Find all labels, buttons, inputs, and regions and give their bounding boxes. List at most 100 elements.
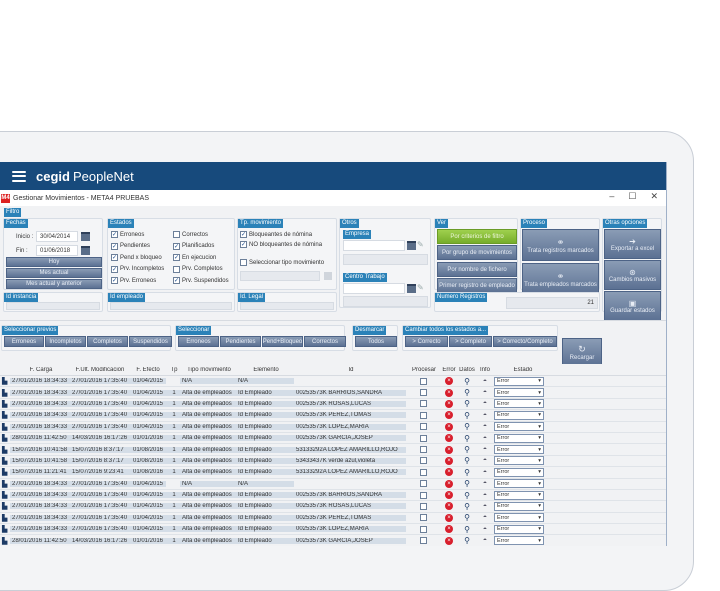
centro-trabajo-input[interactable] (343, 283, 405, 294)
procesar-checkbox[interactable] (419, 434, 427, 442)
estado-checkbox[interactable]: ✓ Pend x bloqueo (111, 254, 162, 261)
procesar-checkbox[interactable] (419, 514, 427, 522)
id-instancia-input[interactable] (6, 302, 100, 310)
error-icon[interactable]: × (445, 502, 453, 511)
search-icon[interactable]: ⚲ (464, 445, 470, 455)
error-icon[interactable]: × (445, 456, 453, 465)
procesar-checkbox[interactable] (419, 400, 427, 408)
error-icon[interactable]: × (445, 411, 453, 420)
estado-checkbox[interactable]: ✓ Erroneos (111, 231, 145, 238)
por-nombre-fichero-button[interactable]: Por nombre de fichero (437, 262, 517, 277)
estado-dropdown[interactable]: Error ▾ (494, 376, 544, 386)
search-icon[interactable]: ⚲ (464, 388, 470, 398)
column-header[interactable]: F. Efecto (136, 366, 160, 373)
toolbar-button[interactable]: Pend+Bloqueo (262, 336, 303, 347)
table-row[interactable]: ▙ 27/01/2016 18:34:33 27/01/2016 17:35:40 0… (0, 399, 666, 411)
tipo-movimiento-field[interactable] (240, 271, 320, 281)
procesar-checkbox[interactable] (419, 389, 427, 397)
estado-checkbox[interactable]: Prv. Completos (173, 265, 223, 273)
inicio-date-field[interactable]: 30/04/2014 (36, 231, 78, 242)
column-header[interactable]: Info (479, 366, 490, 373)
table-row[interactable]: ▙ 27/01/2016 18:34:33 27/01/2016 17:35:40 0… (0, 376, 666, 388)
column-header[interactable]: Error (442, 366, 456, 373)
guardar-estados-button[interactable]: ▣ Guardar estados (604, 291, 661, 321)
column-header[interactable]: F. Carga (29, 366, 53, 373)
error-icon[interactable]: × (445, 422, 453, 431)
close-icon[interactable]: ✕ (650, 191, 658, 201)
table-row[interactable]: ▙ 27/01/2016 18:34:33 27/01/2016 17:35:40 0… (0, 501, 666, 513)
search-icon[interactable]: ⚲ (464, 422, 470, 432)
estado-dropdown[interactable]: Error ▾ (494, 456, 544, 466)
toolbar-button[interactable]: Correctos (304, 336, 346, 347)
calendar-icon[interactable] (81, 232, 90, 241)
procesar-checkbox[interactable] (419, 491, 427, 499)
toolbar-button[interactable]: Pendientes (220, 336, 261, 347)
column-header[interactable]: Elemento (253, 366, 279, 373)
error-icon[interactable]: × (445, 525, 453, 534)
no-bloqueantes-checkbox[interactable]: ✓ NO bloqueantes de nómina (240, 241, 323, 248)
fin-date-field[interactable]: 01/06/2018 (36, 245, 78, 256)
cambiar-completo-button[interactable]: > Completo (449, 336, 492, 347)
info-icon[interactable]: ◓ (482, 468, 488, 476)
search-icon[interactable]: ⚲ (464, 501, 470, 511)
info-icon[interactable]: ◓ (482, 537, 488, 545)
estado-checkbox[interactable]: ✓ En ejecucion (173, 254, 217, 261)
estado-dropdown[interactable]: Error ▾ (494, 479, 544, 489)
procesar-checkbox[interactable] (419, 480, 427, 488)
info-icon[interactable]: ◓ (482, 411, 488, 419)
error-icon[interactable]: × (445, 434, 453, 443)
cambios-masivos-button[interactable]: ⊛ Cambios masivos (604, 260, 661, 290)
id-legal-input[interactable] (240, 302, 334, 310)
table-row[interactable]: ▙ 28/01/2016 11:42:50 14/03/2016 16:17:26 0… (0, 433, 666, 445)
table-row[interactable]: ▙ 27/01/2016 18:34:33 27/01/2016 17:35:40 0… (0, 410, 666, 422)
column-header[interactable]: Procesar (411, 366, 436, 373)
error-icon[interactable]: × (445, 377, 453, 386)
column-header[interactable]: Tipo movimiento (187, 366, 231, 373)
search-icon[interactable]: ⚲ (464, 399, 470, 409)
error-icon[interactable]: × (445, 468, 453, 477)
estado-dropdown[interactable]: Error ▾ (494, 524, 544, 534)
error-icon[interactable]: × (445, 399, 453, 408)
error-icon[interactable]: × (445, 479, 453, 488)
column-header[interactable]: F.Ult. Modificacion (75, 366, 125, 373)
toolbar-button[interactable]: Erroneos (178, 336, 219, 347)
procesar-checkbox[interactable] (419, 468, 427, 476)
info-icon[interactable]: ◓ (482, 514, 488, 522)
hamburger-menu-icon[interactable] (12, 170, 26, 182)
search-icon[interactable]: ⚲ (464, 490, 470, 500)
estado-dropdown[interactable]: Error ▾ (494, 513, 544, 523)
info-icon[interactable]: ◓ (482, 389, 488, 397)
procesar-checkbox[interactable] (419, 537, 427, 545)
toolbar-button[interactable]: Completos (87, 336, 128, 347)
table-row[interactable]: ▙ 27/01/2016 18:34:33 27/01/2016 17:35:40 0… (0, 387, 666, 399)
procesar-checkbox[interactable] (419, 377, 427, 385)
table-row[interactable]: ▙ 28/01/2016 11:42:50 14/03/2016 16:17:26 0… (0, 535, 666, 546)
estado-dropdown[interactable]: Error ▾ (494, 501, 544, 511)
id-empleado-input[interactable] (110, 302, 232, 310)
estado-dropdown[interactable]: Error ▾ (494, 422, 544, 432)
mes-actual-button[interactable]: Mes actual (6, 268, 102, 278)
primer-registro-button[interactable]: Primer registro de empleado (437, 278, 517, 293)
search-icon[interactable]: ⚲ (464, 513, 470, 523)
estado-dropdown[interactable]: Error ▾ (494, 490, 544, 500)
recargar-button[interactable]: ↻ Recargar (562, 338, 602, 366)
trata-registros-button[interactable]: ⚭ Trata registros marcados (522, 229, 599, 261)
error-icon[interactable]: × (445, 513, 453, 522)
por-criterios-button[interactable]: Por criterios de filtro (437, 229, 517, 244)
estado-dropdown[interactable]: Error ▾ (494, 388, 544, 398)
estado-dropdown[interactable]: Error ▾ (494, 410, 544, 420)
toolbar-button[interactable]: Incompletos (45, 336, 86, 347)
info-icon[interactable]: ◓ (482, 434, 488, 442)
estado-checkbox[interactable]: Correctos (173, 231, 208, 238)
info-icon[interactable]: ◓ (482, 525, 488, 533)
empresa-input[interactable] (343, 240, 405, 251)
procesar-checkbox[interactable] (419, 411, 427, 419)
info-icon[interactable]: ◓ (482, 491, 488, 499)
edit-pencil-icon[interactable]: ✎ (417, 240, 424, 249)
cambiar-correcto-completo-button[interactable]: > Correcto/Completo (493, 336, 557, 347)
error-icon[interactable]: × (445, 491, 453, 500)
maximize-icon[interactable]: ☐ (628, 191, 637, 201)
search-icon[interactable]: ⚲ (464, 467, 470, 477)
estado-dropdown[interactable]: Error ▾ (494, 467, 544, 477)
procesar-checkbox[interactable] (419, 502, 427, 510)
